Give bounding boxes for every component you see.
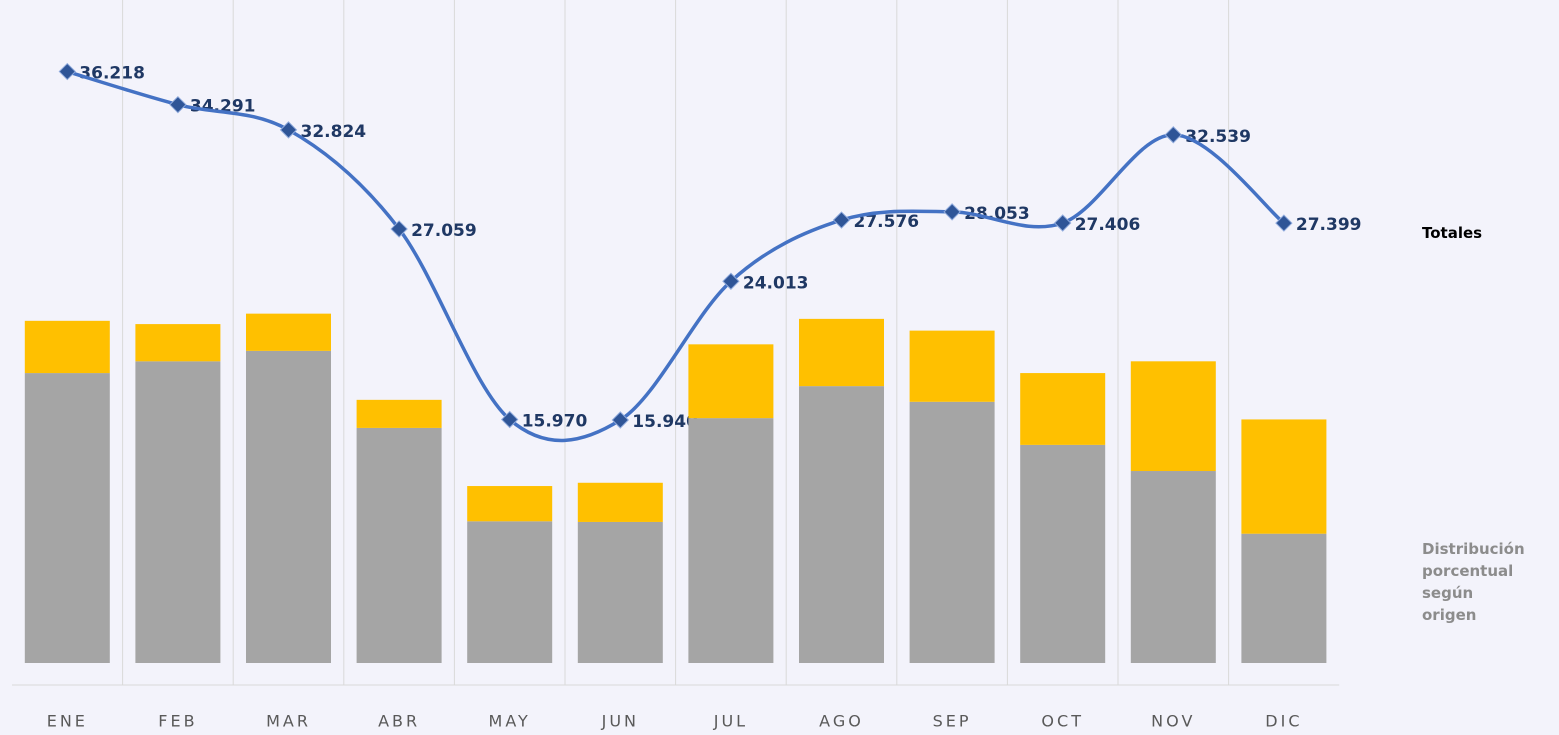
marker xyxy=(1164,126,1183,144)
marker xyxy=(611,411,630,429)
x-tick-label: FEB xyxy=(158,712,197,731)
marker xyxy=(500,410,519,429)
bar xyxy=(577,482,663,522)
x-tick-label: JUN xyxy=(601,712,639,731)
bar xyxy=(135,324,221,362)
x-tick-label: DIC xyxy=(1265,712,1302,731)
data-label: 32.824 xyxy=(301,122,367,142)
bar xyxy=(799,318,884,387)
bar xyxy=(246,350,331,663)
data-label: 27.576 xyxy=(854,212,920,232)
data-label: 28.053 xyxy=(964,204,1030,224)
marker xyxy=(390,220,408,238)
bar xyxy=(1241,419,1327,534)
marker xyxy=(58,62,77,81)
marker xyxy=(279,121,298,139)
bar xyxy=(909,401,995,663)
marker xyxy=(1275,214,1293,232)
data-label: 15.940 xyxy=(632,412,698,432)
bar xyxy=(467,521,553,663)
bar xyxy=(688,418,774,663)
bar xyxy=(909,330,995,402)
bar xyxy=(24,320,110,374)
bar xyxy=(799,386,884,663)
bar xyxy=(246,313,331,351)
data-label: 36.218 xyxy=(79,64,145,84)
marker xyxy=(169,95,187,114)
data-label: 34.291 xyxy=(190,97,256,117)
x-tick-label: AGO xyxy=(819,712,864,731)
bar xyxy=(577,521,663,663)
bar xyxy=(24,373,110,663)
bar xyxy=(135,361,221,663)
x-tick-label: OCT xyxy=(1041,712,1084,731)
x-tick-label: MAR xyxy=(266,712,311,731)
x-tick-label: SEP xyxy=(933,712,972,731)
data-label: 15.970 xyxy=(522,411,588,431)
data-label: 27.399 xyxy=(1296,215,1362,235)
bar xyxy=(1130,471,1216,663)
data-label: 27.406 xyxy=(1075,215,1141,235)
marker xyxy=(1053,214,1072,232)
x-tick-label: NOV xyxy=(1151,712,1195,731)
marker xyxy=(722,272,740,290)
bar xyxy=(1020,444,1106,663)
data-label: 32.539 xyxy=(1185,127,1251,147)
marker xyxy=(943,203,961,221)
bar xyxy=(356,399,442,428)
bar xyxy=(356,427,442,663)
x-tick-label: MAY xyxy=(489,712,531,731)
bar xyxy=(1241,533,1327,663)
bar xyxy=(467,486,553,522)
marker xyxy=(832,211,851,229)
x-tick-label: ABR xyxy=(378,712,420,731)
x-tick-label: JUL xyxy=(713,712,748,731)
legend-bars: Distribución porcentual según origen xyxy=(1422,540,1525,624)
bar xyxy=(1130,361,1216,472)
bar xyxy=(1020,373,1106,445)
data-label: 27.059 xyxy=(411,221,477,241)
bar xyxy=(688,344,774,419)
data-label: 24.013 xyxy=(743,273,809,293)
legend-line: Totales xyxy=(1422,224,1483,242)
x-tick-label: ENE xyxy=(47,712,88,731)
